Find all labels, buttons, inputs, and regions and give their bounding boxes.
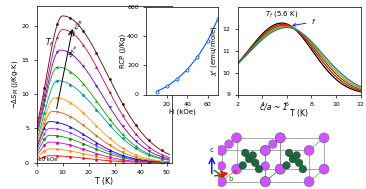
Circle shape	[299, 165, 307, 173]
Circle shape	[217, 162, 226, 170]
Circle shape	[260, 145, 270, 155]
Text: c/a ~ 1: c/a ~ 1	[260, 102, 288, 111]
Text: $T_f$ (5.6 K): $T_f$ (5.6 K)	[265, 9, 298, 19]
Circle shape	[269, 140, 277, 148]
Y-axis label: $-\Delta S_M$ (J/Kg-K): $-\Delta S_M$ (J/Kg-K)	[10, 60, 20, 109]
Circle shape	[275, 164, 285, 174]
Circle shape	[275, 133, 285, 143]
Circle shape	[260, 177, 270, 187]
Circle shape	[245, 155, 253, 163]
Circle shape	[251, 159, 259, 167]
Y-axis label: RCP (J/Kg): RCP (J/Kg)	[119, 33, 126, 68]
Text: $T_f$: $T_f$	[45, 36, 54, 49]
Circle shape	[285, 149, 293, 157]
Text: 70 kOe: 70 kOe	[69, 19, 83, 37]
Circle shape	[304, 145, 314, 155]
Circle shape	[289, 155, 296, 163]
X-axis label: T (K): T (K)	[290, 108, 308, 118]
Circle shape	[261, 162, 269, 170]
Circle shape	[283, 162, 290, 169]
Circle shape	[242, 149, 249, 157]
Circle shape	[260, 145, 270, 155]
Y-axis label: $\chi'$ (emu/mole): $\chi'$ (emu/mole)	[210, 25, 221, 76]
Text: b: b	[228, 176, 233, 182]
Text: f: f	[293, 19, 314, 26]
Circle shape	[249, 152, 257, 159]
Circle shape	[304, 177, 314, 187]
Circle shape	[239, 162, 247, 169]
X-axis label: H (kOe): H (kOe)	[169, 108, 195, 115]
Text: 10 kOe: 10 kOe	[38, 157, 57, 162]
Circle shape	[225, 140, 233, 148]
Circle shape	[232, 133, 242, 143]
Circle shape	[319, 164, 329, 174]
X-axis label: T (K): T (K)	[95, 177, 113, 186]
Circle shape	[293, 152, 300, 159]
Circle shape	[255, 165, 263, 173]
Text: c: c	[210, 147, 214, 153]
Circle shape	[275, 133, 285, 143]
Circle shape	[217, 177, 227, 187]
Circle shape	[319, 133, 329, 143]
Circle shape	[217, 145, 227, 155]
Circle shape	[295, 159, 303, 167]
Text: $\Delta H=$: $\Delta H=$	[67, 42, 81, 59]
Circle shape	[275, 164, 285, 174]
Circle shape	[232, 164, 242, 174]
Text: a: a	[232, 169, 236, 175]
Circle shape	[260, 177, 270, 187]
